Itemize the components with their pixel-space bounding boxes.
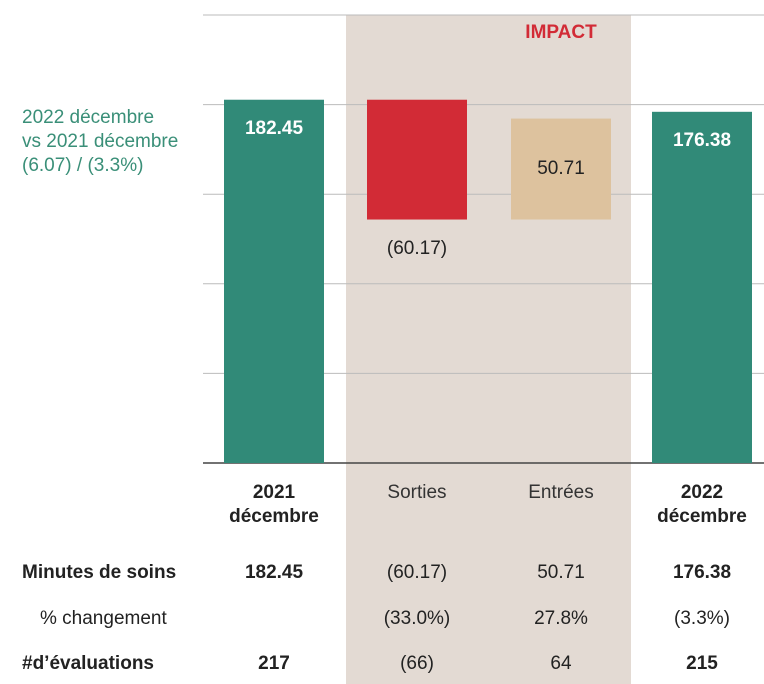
table-cell: 64 bbox=[550, 653, 572, 674]
row-label: #d’évaluations bbox=[22, 653, 154, 674]
table-cell: 215 bbox=[686, 653, 718, 674]
table-cell: 27.8% bbox=[534, 608, 588, 629]
table-cell: (66) bbox=[400, 653, 434, 674]
bar bbox=[652, 111, 752, 463]
row-label: % changement bbox=[40, 608, 167, 629]
category-label: Entrées bbox=[528, 482, 594, 503]
bar bbox=[367, 99, 467, 220]
table-cell: 176.38 bbox=[672, 562, 732, 583]
value-label: 182.45 bbox=[244, 117, 304, 139]
row-label: Minutes de soins bbox=[22, 562, 177, 583]
bar bbox=[224, 99, 324, 464]
table-cell: (3.3%) bbox=[674, 608, 730, 629]
band-label: IMPACT bbox=[525, 22, 597, 43]
table-cell: 182.45 bbox=[244, 562, 304, 583]
annotation: 2022 décembre bbox=[22, 107, 155, 128]
value-label: (60.17) bbox=[386, 237, 448, 259]
bar bbox=[511, 118, 611, 220]
category-label: Sorties bbox=[387, 482, 447, 503]
table-cell: 50.71 bbox=[537, 562, 585, 583]
table-cell: (33.0%) bbox=[383, 608, 451, 629]
annotation: (6.07) / (3.3%) bbox=[22, 155, 144, 176]
value-label: 50.71 bbox=[537, 158, 585, 180]
value-label: 176.38 bbox=[672, 129, 732, 151]
table-cell: 217 bbox=[258, 653, 290, 674]
table-cell: (60.17) bbox=[386, 562, 448, 583]
annotation: vs 2021 décembre bbox=[22, 131, 179, 152]
category-label: 2021 décembre bbox=[229, 482, 319, 527]
category-label: 2022 décembre bbox=[657, 482, 747, 527]
